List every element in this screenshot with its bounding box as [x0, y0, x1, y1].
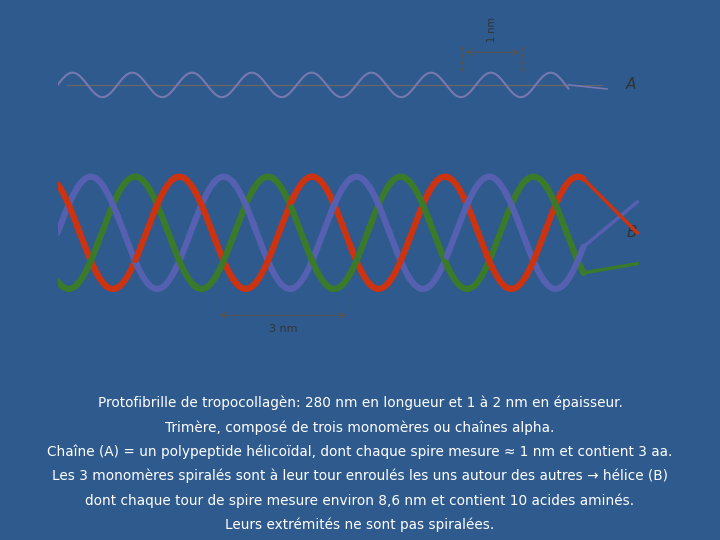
Text: Les 3 monomères spiralés sont à leur tour enroulés les uns autour des autres → h: Les 3 monomères spiralés sont à leur tou… [52, 469, 668, 483]
Text: 3 nm: 3 nm [269, 323, 297, 334]
Text: Protofibrille de tropocollagèn: 280 nm en longueur et 1 à 2 nm en épaisseur.: Protofibrille de tropocollagèn: 280 nm e… [98, 396, 622, 410]
Text: Chaîne (A) = un polypeptide hélicoïdal, dont chaque spire mesure ≈ 1 nm et conti: Chaîne (A) = un polypeptide hélicoïdal, … [48, 444, 672, 459]
Text: A: A [626, 77, 636, 92]
Text: B: B [626, 225, 636, 240]
Text: dont chaque tour de spire mesure environ 8,6 nm et contient 10 acides aminés.: dont chaque tour de spire mesure environ… [86, 493, 634, 508]
Text: Trimère, composé de trois monomères ou chaînes alpha.: Trimère, composé de trois monomères ou c… [166, 420, 554, 435]
Text: 1 nm: 1 nm [487, 17, 498, 42]
Text: Leurs extrémités ne sont pas spiralées.: Leurs extrémités ne sont pas spiralées. [225, 517, 495, 532]
